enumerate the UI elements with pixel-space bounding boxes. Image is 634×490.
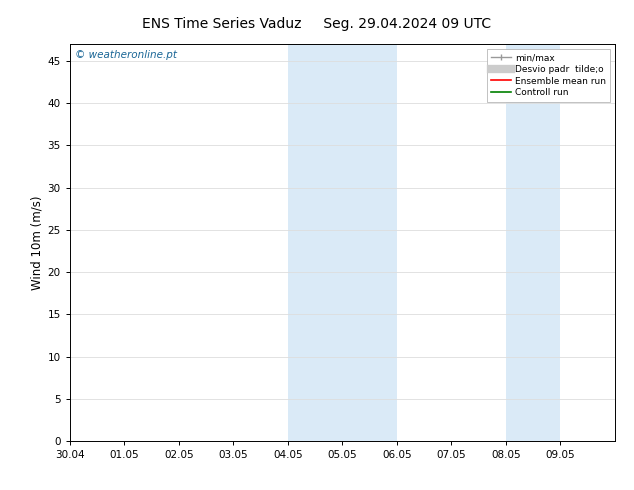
Bar	[506, 44, 560, 441]
Y-axis label: Wind 10m (m/s): Wind 10m (m/s)	[30, 196, 43, 290]
Text: © weatheronline.pt: © weatheronline.pt	[75, 50, 177, 60]
Text: ENS Time Series Vaduz     Seg. 29.04.2024 09 UTC: ENS Time Series Vaduz Seg. 29.04.2024 09…	[143, 17, 491, 31]
Bar	[288, 44, 397, 441]
Legend: min/max, Desvio padr  tilde;o, Ensemble mean run, Controll run: min/max, Desvio padr tilde;o, Ensemble m…	[487, 49, 611, 102]
